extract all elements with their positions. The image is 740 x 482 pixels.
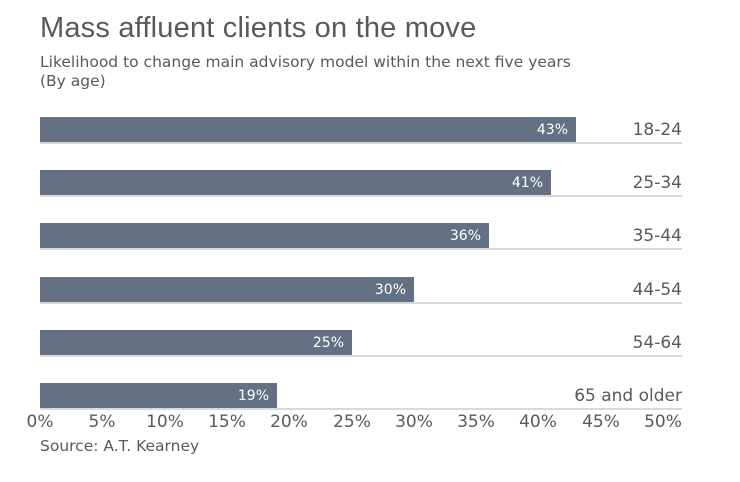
bar-value-label: 43% (536, 122, 568, 138)
row-baseline (40, 248, 682, 250)
source-note: Source: A.T. Kearney (40, 437, 200, 455)
bar-value-label: 19% (237, 388, 269, 404)
x-tick-label: 0% (26, 412, 54, 432)
bar: 30% (40, 277, 414, 302)
row-baseline (40, 355, 682, 357)
bar-value-label: 30% (374, 282, 406, 298)
chart-subtitle-line1: Likelihood to change main advisory model… (40, 53, 571, 71)
x-tick-label: 20% (270, 412, 308, 432)
category-label: 35-44 (632, 226, 682, 246)
bar-value-label: 36% (449, 228, 481, 244)
category-label: 25-34 (632, 173, 682, 193)
x-tick-label: 40% (519, 412, 557, 432)
chart-title: Mass affluent clients on the move (40, 12, 477, 44)
bar: 25% (40, 330, 352, 355)
x-tick-label: 50% (644, 412, 682, 432)
x-tick-label: 45% (582, 412, 620, 432)
x-tick-label: 10% (146, 412, 184, 432)
bar: 41% (40, 170, 551, 195)
category-label: 65 and older (574, 386, 682, 406)
row-baseline (40, 195, 682, 197)
bar-value-label: 25% (312, 335, 344, 351)
bar: 36% (40, 223, 489, 248)
bar: 43% (40, 117, 576, 142)
x-tick-label: 5% (88, 412, 116, 432)
row-baseline (40, 142, 682, 144)
row-baseline (40, 408, 682, 410)
row-baseline (40, 302, 682, 304)
bar-value-label: 41% (511, 175, 543, 191)
x-tick-label: 25% (333, 412, 371, 432)
category-label: 18-24 (632, 120, 682, 140)
category-label: 54-64 (632, 333, 682, 353)
bar: 19% (40, 383, 277, 408)
chart-subtitle-line2: (By age) (40, 72, 106, 90)
category-label: 44-54 (632, 280, 682, 300)
x-tick-label: 15% (208, 412, 246, 432)
chart-subtitle: Likelihood to change main advisory model… (40, 53, 571, 91)
x-tick-label: 35% (457, 412, 495, 432)
x-tick-label: 30% (395, 412, 433, 432)
